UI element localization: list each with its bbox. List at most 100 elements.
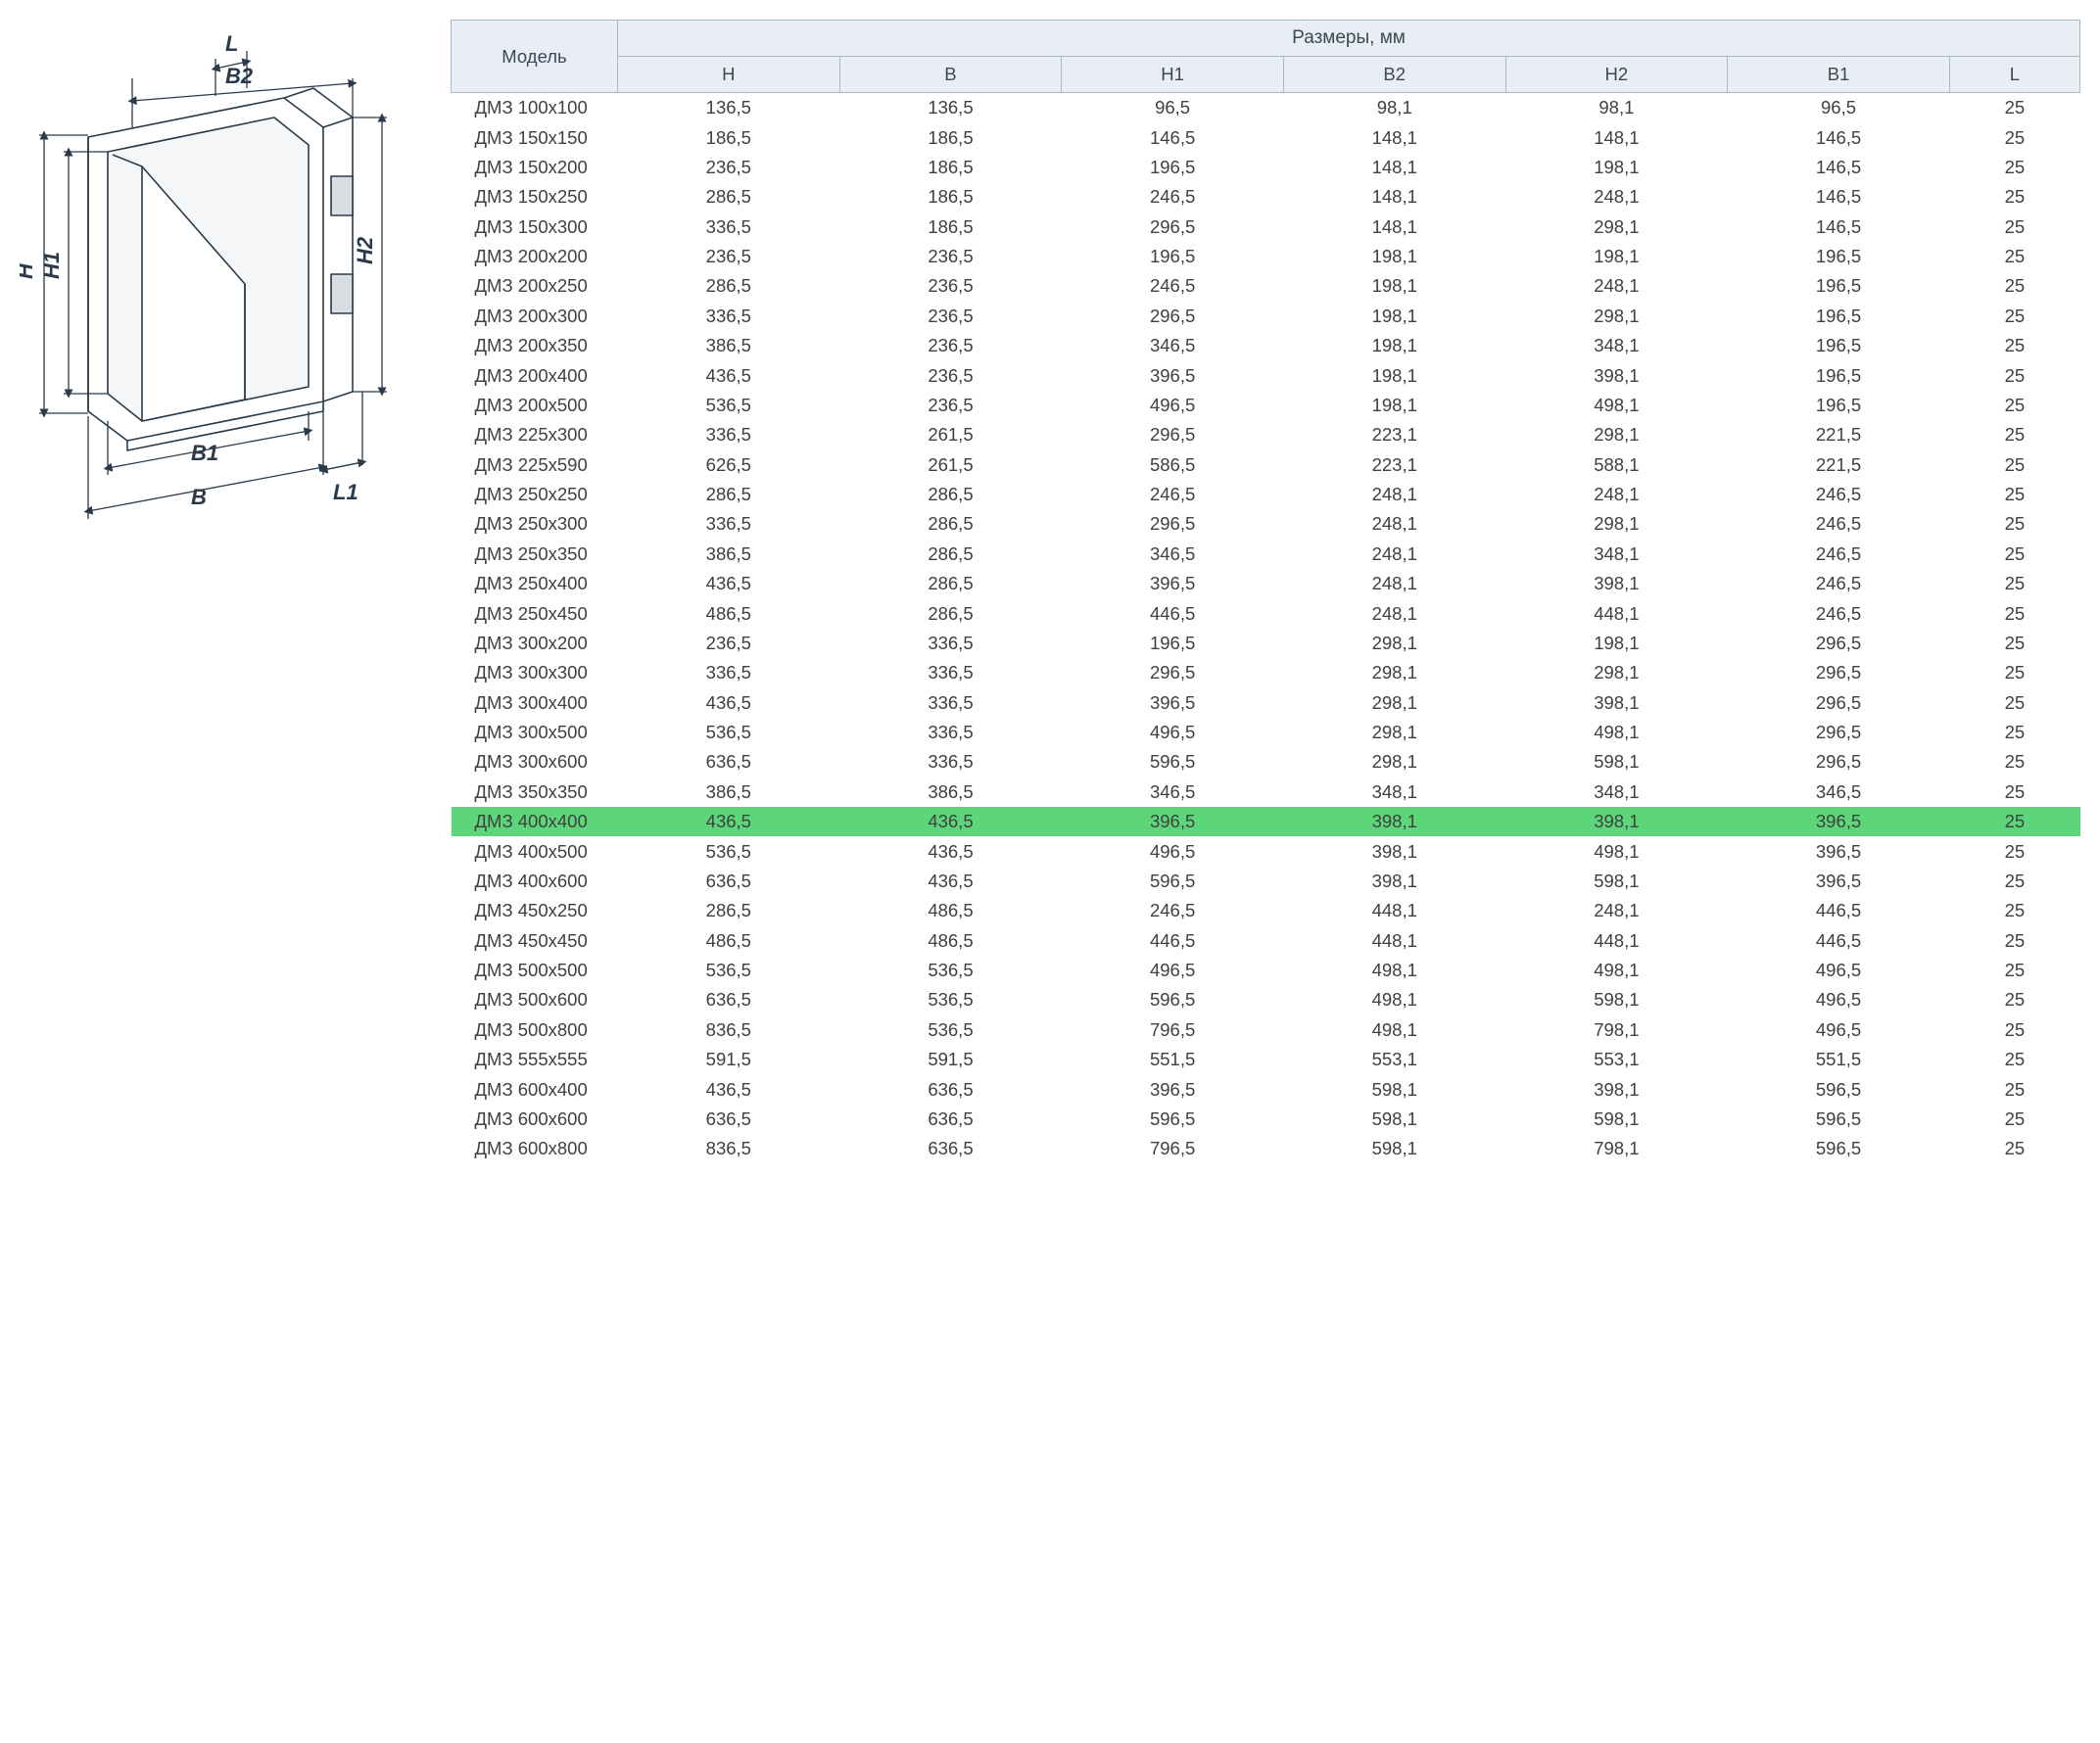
- cell-value: 798,1: [1505, 1015, 1728, 1045]
- dim-label-B2: B2: [225, 64, 254, 88]
- dimensions-table-container: Модель Размеры, мм HBH1B2H2B1L ДМЗ 100х1…: [451, 20, 2080, 1164]
- cell-value: 446,5: [1062, 926, 1284, 956]
- cell-value: 336,5: [839, 658, 1062, 687]
- cell-value: 553,1: [1283, 1045, 1505, 1074]
- table-row: ДМЗ 555х555591,5591,5551,5553,1553,1551,…: [452, 1045, 2080, 1074]
- cell-value: 398,1: [1505, 360, 1728, 390]
- cell-value: 296,5: [1728, 658, 1950, 687]
- cell-value: 246,5: [1062, 182, 1284, 212]
- cell-value: 336,5: [618, 509, 840, 539]
- cell-value: 261,5: [839, 450, 1062, 480]
- cell-value: 596,5: [1062, 747, 1284, 777]
- cell-value: 596,5: [1728, 1105, 1950, 1134]
- table-row: ДМЗ 600х400436,5636,5396,5598,1398,1596,…: [452, 1074, 2080, 1104]
- cell-value: 25: [1949, 153, 2079, 182]
- cell-value: 626,5: [618, 450, 840, 480]
- cell-value: 198,1: [1283, 331, 1505, 360]
- cell-value: 25: [1949, 1045, 2079, 1074]
- cell-value: 198,1: [1283, 271, 1505, 301]
- cell-value: 25: [1949, 688, 2079, 718]
- cell-value: 551,5: [1728, 1045, 1950, 1074]
- dim-label-L1: L1: [333, 480, 358, 504]
- cell-value: 596,5: [1062, 1105, 1284, 1134]
- cell-value: 25: [1949, 242, 2079, 271]
- cell-value: 598,1: [1505, 747, 1728, 777]
- table-row: ДМЗ 300х200236,5336,5196,5298,1198,1296,…: [452, 629, 2080, 658]
- cell-value: 486,5: [839, 896, 1062, 925]
- cell-value: 398,1: [1283, 807, 1505, 836]
- cell-value: 536,5: [839, 985, 1062, 1014]
- cell-value: 25: [1949, 629, 2079, 658]
- cell-value: 396,5: [1062, 360, 1284, 390]
- cell-value: 396,5: [1062, 1074, 1284, 1104]
- cell-model: ДМЗ 450х250: [452, 896, 618, 925]
- cell-value: 221,5: [1728, 450, 1950, 480]
- cell-value: 198,1: [1505, 242, 1728, 271]
- cell-value: 398,1: [1505, 807, 1728, 836]
- cell-value: 296,5: [1728, 629, 1950, 658]
- cell-model: ДМЗ 300х600: [452, 747, 618, 777]
- table-row: ДМЗ 200х500536,5236,5496,5198,1498,1196,…: [452, 391, 2080, 420]
- cell-value: 536,5: [618, 391, 840, 420]
- cell-model: ДМЗ 250х300: [452, 509, 618, 539]
- cell-model: ДМЗ 225х590: [452, 450, 618, 480]
- cell-value: 25: [1949, 598, 2079, 628]
- cell-model: ДМЗ 200х250: [452, 271, 618, 301]
- table-row: ДМЗ 300х600636,5336,5596,5298,1598,1296,…: [452, 747, 2080, 777]
- cell-value: 25: [1949, 807, 2079, 836]
- table-row: ДМЗ 500х600636,5536,5596,5498,1598,1496,…: [452, 985, 2080, 1014]
- table-row: ДМЗ 250х400436,5286,5396,5248,1398,1246,…: [452, 569, 2080, 598]
- cell-model: ДМЗ 250х350: [452, 540, 618, 569]
- table-row: ДМЗ 400х500536,5436,5496,5398,1498,1396,…: [452, 836, 2080, 866]
- cell-value: 148,1: [1283, 153, 1505, 182]
- cell-value: 248,1: [1505, 271, 1728, 301]
- cell-value: 296,5: [1062, 302, 1284, 331]
- cell-model: ДМЗ 100х100: [452, 93, 618, 123]
- cell-model: ДМЗ 150х200: [452, 153, 618, 182]
- cell-value: 348,1: [1505, 777, 1728, 807]
- cell-value: 636,5: [839, 1105, 1062, 1134]
- cell-value: 25: [1949, 122, 2079, 152]
- cell-value: 246,5: [1728, 598, 1950, 628]
- cell-value: 298,1: [1505, 420, 1728, 449]
- cell-value: 236,5: [839, 331, 1062, 360]
- cell-value: 598,1: [1283, 1134, 1505, 1163]
- cell-value: 25: [1949, 718, 2079, 747]
- cell-value: 286,5: [618, 271, 840, 301]
- cell-value: 296,5: [1728, 688, 1950, 718]
- dim-label-B1: B1: [191, 441, 218, 465]
- cell-value: 296,5: [1728, 747, 1950, 777]
- table-row: ДМЗ 600х600636,5636,5596,5598,1598,1596,…: [452, 1105, 2080, 1134]
- table-row: ДМЗ 225х300336,5261,5296,5223,1298,1221,…: [452, 420, 2080, 449]
- col-header-B2: B2: [1283, 57, 1505, 93]
- cell-value: 148,1: [1505, 122, 1728, 152]
- cell-value: 398,1: [1505, 688, 1728, 718]
- cell-model: ДМЗ 250х450: [452, 598, 618, 628]
- cell-value: 286,5: [618, 896, 840, 925]
- cell-value: 386,5: [618, 777, 840, 807]
- cell-value: 296,5: [1062, 658, 1284, 687]
- cell-value: 596,5: [1062, 867, 1284, 896]
- cell-value: 436,5: [618, 688, 840, 718]
- cell-value: 636,5: [618, 985, 840, 1014]
- cell-model: ДМЗ 500х600: [452, 985, 618, 1014]
- cell-value: 436,5: [839, 836, 1062, 866]
- cell-value: 198,1: [1505, 629, 1728, 658]
- cell-value: 396,5: [1062, 688, 1284, 718]
- cell-value: 246,5: [1062, 896, 1284, 925]
- cell-value: 598,1: [1505, 985, 1728, 1014]
- cell-value: 436,5: [839, 807, 1062, 836]
- cell-value: 136,5: [618, 93, 840, 123]
- cell-value: 598,1: [1505, 867, 1728, 896]
- cell-value: 248,1: [1505, 480, 1728, 509]
- cell-value: 436,5: [618, 807, 840, 836]
- dim-label-H1: H1: [39, 252, 64, 279]
- cell-value: 296,5: [1062, 420, 1284, 449]
- cell-value: 348,1: [1505, 540, 1728, 569]
- cell-value: 196,5: [1728, 360, 1950, 390]
- col-header-B: B: [839, 57, 1062, 93]
- cell-value: 148,1: [1283, 212, 1505, 242]
- cell-value: 25: [1949, 1134, 2079, 1163]
- cell-value: 236,5: [839, 360, 1062, 390]
- table-row: ДМЗ 200х200236,5236,5196,5198,1198,1196,…: [452, 242, 2080, 271]
